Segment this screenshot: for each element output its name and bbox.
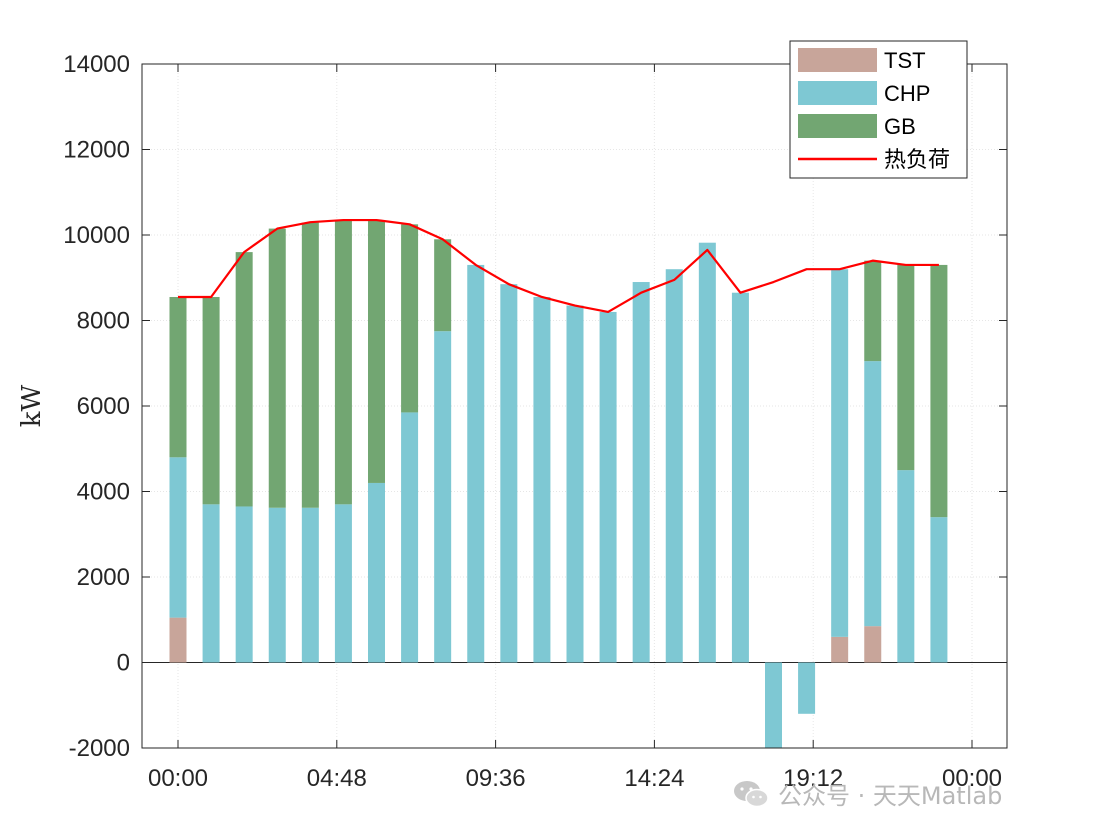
bar-chp-8 bbox=[434, 331, 452, 663]
y-tick-label: 4000 bbox=[77, 479, 130, 506]
y-tick-label: 8000 bbox=[77, 308, 130, 335]
bar-chp-9 bbox=[467, 264, 485, 663]
y-tick-label: 14000 bbox=[63, 51, 130, 78]
load-line bbox=[178, 218, 939, 314]
legend-swatch-tst bbox=[798, 48, 877, 72]
bars bbox=[169, 220, 948, 748]
bar-gb-4 bbox=[301, 222, 319, 508]
bar-chp-23 bbox=[930, 517, 948, 663]
bar-gb-1 bbox=[202, 296, 220, 505]
y-tick-label: -2000 bbox=[69, 735, 130, 762]
legend-swatch-gb bbox=[798, 114, 877, 138]
x-tick-label: 04:48 bbox=[307, 765, 367, 792]
bar-chp-13 bbox=[599, 311, 617, 663]
bar-gb-6 bbox=[368, 220, 385, 483]
bar-gb-0 bbox=[169, 296, 187, 458]
bar-chp-14 bbox=[632, 282, 650, 663]
heat-load-line bbox=[178, 218, 939, 314]
bar-gb-3 bbox=[268, 228, 286, 508]
legend: TST CHP GB 热负荷 bbox=[789, 40, 968, 179]
bar-chp-4 bbox=[301, 507, 319, 663]
bar-chp-7 bbox=[401, 412, 419, 663]
x-tick-label: 19:12 bbox=[783, 765, 843, 792]
bar-tst-21 bbox=[864, 626, 882, 663]
axis-ticks: -2000 0 2000 4000 6000 8000 10000 12000 14000 00:… bbox=[63, 51, 1007, 792]
y-axis-label: kW bbox=[17, 384, 47, 427]
wechat-icon bbox=[734, 780, 769, 807]
legend-label: TST bbox=[884, 48, 926, 73]
bar-chp-0 bbox=[169, 457, 187, 618]
legend-label: GB bbox=[884, 114, 916, 139]
bar-gb-23 bbox=[930, 264, 948, 518]
bar-chp-10 bbox=[500, 284, 518, 663]
bar-chp-5 bbox=[334, 504, 352, 663]
bar-chp-12 bbox=[566, 305, 584, 663]
y-tick-label: 2000 bbox=[77, 564, 130, 591]
watermark: 公众号 · 天天Matlab bbox=[732, 776, 1002, 811]
x-tick-label: 00:00 bbox=[148, 765, 208, 792]
bar-chp-15 bbox=[665, 269, 683, 663]
bar-tst-0 bbox=[169, 617, 187, 663]
bar-chp-22 bbox=[897, 470, 915, 663]
watermark-text: 公众号 · 天天Matlab bbox=[778, 782, 1003, 810]
bar-gb-5 bbox=[334, 220, 352, 505]
legend-label: 热负荷 bbox=[884, 147, 950, 172]
bar-chp-1 bbox=[202, 504, 220, 663]
bar-gb-21 bbox=[864, 260, 882, 362]
bar-gb-22 bbox=[897, 264, 915, 471]
bar-chp-6 bbox=[368, 482, 385, 663]
bar-tst-20 bbox=[831, 636, 849, 663]
bar-gb-8 bbox=[434, 239, 452, 332]
bar-gb-7 bbox=[401, 224, 419, 413]
bar-chp-19 bbox=[798, 662, 816, 714]
legend-swatch-chp bbox=[798, 81, 877, 105]
y-tick-label: 10000 bbox=[63, 222, 130, 249]
bar-chp-21 bbox=[864, 361, 882, 627]
bar-chp-3 bbox=[268, 507, 286, 663]
bar-chp-2 bbox=[235, 506, 253, 663]
bar-chp-17 bbox=[731, 292, 749, 663]
bar-chp-20 bbox=[831, 269, 849, 637]
bar-chp-18 bbox=[765, 662, 782, 748]
bar-chp-16 bbox=[698, 242, 716, 663]
x-tick-label: 14:24 bbox=[624, 765, 684, 792]
y-tick-label: 12000 bbox=[63, 137, 130, 164]
y-tick-label: 0 bbox=[117, 650, 130, 677]
bar-chp-11 bbox=[533, 296, 551, 663]
bar-gb-2 bbox=[235, 252, 253, 507]
legend-label: CHP bbox=[884, 81, 930, 106]
y-tick-label: 6000 bbox=[77, 393, 130, 420]
x-tick-label: 00:00 bbox=[942, 765, 1002, 792]
x-tick-label: 09:36 bbox=[466, 765, 526, 792]
